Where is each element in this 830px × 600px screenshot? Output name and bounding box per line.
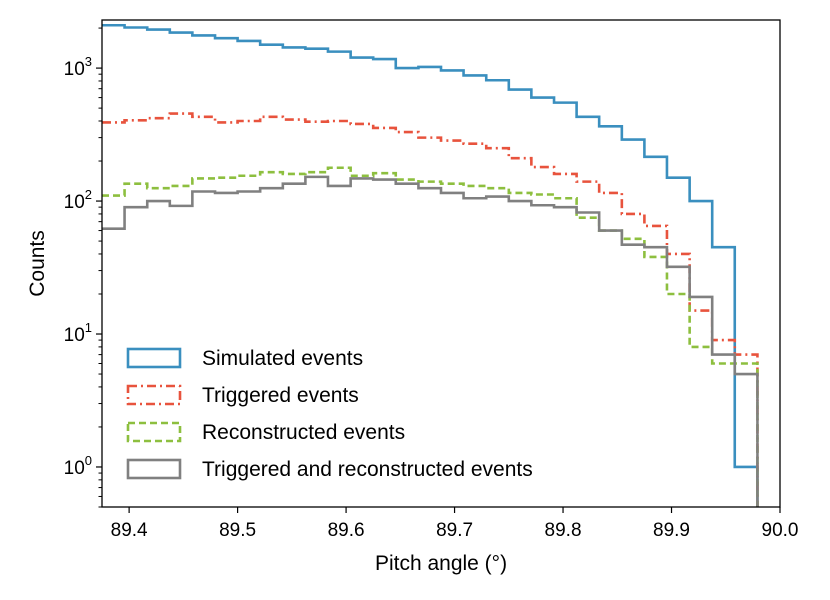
x-axis: 89.4 89.5 89.6 89.7 89.8 89.9 90.0 bbox=[111, 507, 799, 541]
series-line-2 bbox=[102, 112, 759, 507]
x-tick-label: 89.9 bbox=[653, 520, 690, 541]
x-axis-label: Pitch angle (°) bbox=[375, 552, 507, 575]
legend-swatch bbox=[126, 384, 182, 406]
x-tick-label: 89.5 bbox=[219, 520, 256, 541]
legend: Simulated events Triggered events Reconstr… bbox=[126, 347, 533, 481]
series-layer bbox=[102, 23, 759, 507]
legend-swatch bbox=[126, 421, 182, 443]
y-tick-label: 102 bbox=[64, 187, 92, 213]
plot-frame bbox=[101, 19, 781, 508]
x-tick-label: 89.4 bbox=[111, 520, 148, 541]
series-line-1 bbox=[102, 23, 759, 507]
legend-label: Simulated events bbox=[202, 347, 363, 370]
legend-label: Triggered events bbox=[202, 384, 359, 407]
series-line-4 bbox=[102, 175, 759, 507]
x-tick-label: 89.8 bbox=[545, 520, 582, 541]
legend-swatch bbox=[126, 347, 182, 369]
legend-swatch bbox=[126, 458, 182, 480]
x-tick-label: 90.0 bbox=[762, 520, 799, 541]
y-tick-label: 103 bbox=[64, 54, 92, 80]
legend-label: Triggered and reconstructed events bbox=[202, 458, 533, 481]
series-line-3 bbox=[102, 166, 759, 507]
y-tick-label: 100 bbox=[64, 453, 92, 479]
legend-label: Reconstructed events bbox=[202, 421, 405, 444]
x-tick-label: 89.6 bbox=[328, 520, 365, 541]
y-tick-label: 101 bbox=[64, 320, 92, 346]
y-axis: 100 101 102 103 bbox=[64, 27, 102, 508]
x-tick-label: 89.7 bbox=[436, 520, 473, 541]
y-axis-label: Counts bbox=[26, 230, 49, 297]
